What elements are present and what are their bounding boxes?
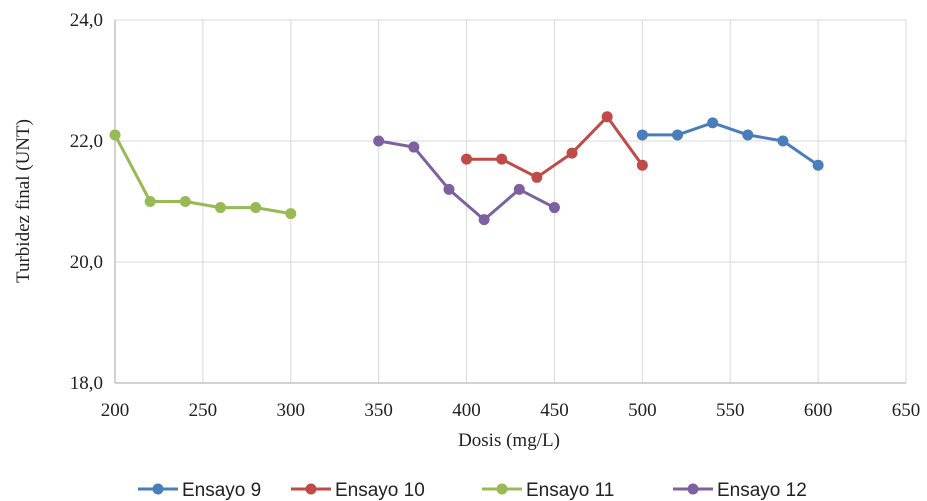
data-point <box>531 171 543 183</box>
data-point <box>461 153 473 165</box>
axes <box>114 20 906 384</box>
grid <box>114 19 907 384</box>
series-line <box>466 115 644 179</box>
legend-marker <box>496 483 508 495</box>
data-point <box>812 159 824 171</box>
data-point <box>478 214 490 226</box>
x-tick-label: 600 <box>804 400 833 421</box>
data-point <box>566 147 578 159</box>
x-axis-title: Dosis (mg/L) <box>458 430 560 451</box>
data-point <box>285 208 297 220</box>
x-tick-label: 200 <box>101 400 130 421</box>
series-group <box>109 111 824 226</box>
x-tick-labels: 200 250 300 350 400 450 500 550 600 650 <box>101 400 921 421</box>
data-point <box>513 183 525 195</box>
series-line <box>642 121 819 167</box>
data-point <box>408 141 420 153</box>
series-ensayo-10 <box>461 111 648 183</box>
legend-marker <box>687 483 699 495</box>
data-point <box>671 129 683 141</box>
x-tick-label: 250 <box>189 400 218 421</box>
data-point <box>742 129 754 141</box>
data-point <box>707 117 719 129</box>
legend-item: Ensayo 10 <box>291 480 425 501</box>
x-tick-label: 650 <box>892 400 921 421</box>
data-point <box>214 202 226 214</box>
series-line <box>113 134 292 216</box>
data-point <box>179 196 191 207</box>
y-tick-labels: 18,0 20,0 22,0 24,0 <box>70 10 103 394</box>
data-point <box>373 135 385 147</box>
legend-label: Ensayo 12 <box>717 480 807 501</box>
legend-label: Ensayo 10 <box>335 480 425 501</box>
data-point <box>636 129 648 141</box>
x-tick-label: 350 <box>364 400 393 421</box>
x-tick-label: 550 <box>716 400 745 421</box>
x-tick-label: 500 <box>628 400 657 421</box>
y-tick-label: 20,0 <box>70 252 103 273</box>
y-tick-label: 22,0 <box>70 131 103 152</box>
data-point <box>144 196 156 207</box>
data-point <box>250 202 262 214</box>
data-point <box>601 111 613 123</box>
x-tick-label: 450 <box>540 400 569 421</box>
data-point <box>109 129 121 141</box>
data-point <box>777 135 789 147</box>
legend-marker <box>305 483 317 495</box>
series-ensayo-11 <box>109 129 297 220</box>
y-axis-title: Turbidez final (UNT) <box>13 119 34 283</box>
legend-label: Ensayo 11 <box>526 480 614 501</box>
y-tick-label: 18,0 <box>70 373 103 394</box>
legend-item: Ensayo 9 <box>138 480 261 501</box>
legend: Ensayo 9 Ensayo 10 Ensayo 11 Ensayo 12 <box>138 480 807 501</box>
legend-item: Ensayo 12 <box>673 480 807 501</box>
legend-item: Ensayo 11 <box>482 480 614 501</box>
x-tick-label: 300 <box>277 400 306 421</box>
series-ensayo-9 <box>636 117 824 171</box>
data-point <box>548 202 560 214</box>
legend-label: Ensayo 9 <box>182 480 261 501</box>
series-line <box>378 139 556 222</box>
data-point <box>443 183 455 195</box>
y-tick-label: 24,0 <box>70 10 103 31</box>
x-tick-label: 400 <box>452 400 481 421</box>
legend-marker <box>152 483 164 495</box>
data-point <box>496 153 508 165</box>
series-ensayo-12 <box>373 135 560 226</box>
data-point <box>636 159 648 171</box>
